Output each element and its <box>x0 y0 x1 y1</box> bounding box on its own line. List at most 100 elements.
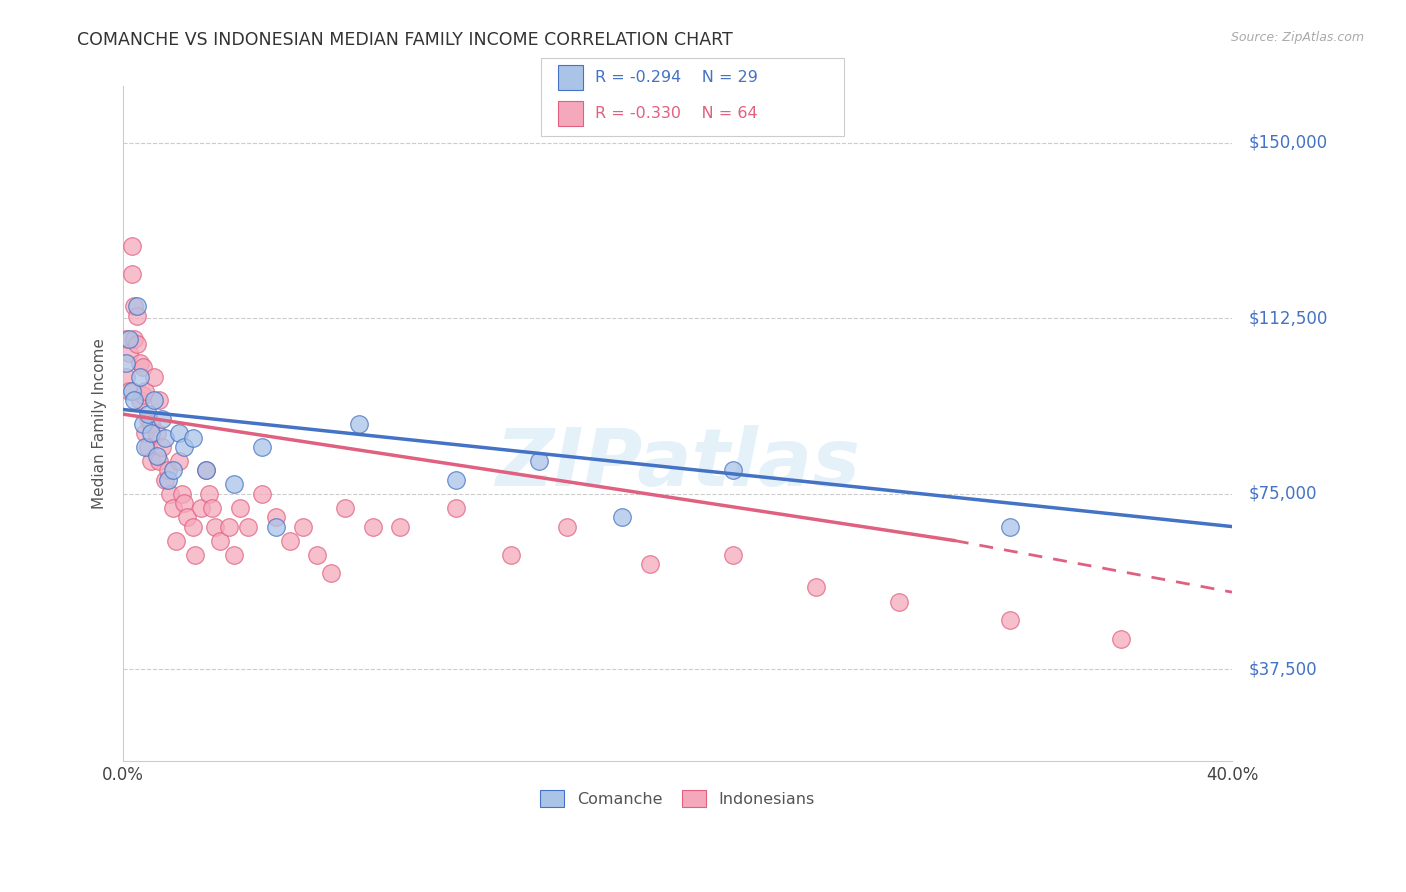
Point <box>167 454 190 468</box>
Point <box>721 548 744 562</box>
Point <box>173 496 195 510</box>
Point <box>162 500 184 515</box>
Point <box>361 519 384 533</box>
Point <box>131 360 153 375</box>
Point <box>501 548 523 562</box>
Point <box>121 384 143 398</box>
Point <box>139 454 162 468</box>
Point <box>115 356 138 370</box>
Point <box>127 300 149 314</box>
Text: R = -0.294    N = 29: R = -0.294 N = 29 <box>595 70 758 85</box>
Point <box>555 519 578 533</box>
Point <box>638 557 661 571</box>
Point <box>127 337 149 351</box>
Point <box>218 519 240 533</box>
Point <box>136 407 159 421</box>
Text: $150,000: $150,000 <box>1249 134 1327 152</box>
Point <box>173 440 195 454</box>
Point <box>156 473 179 487</box>
Point <box>721 463 744 477</box>
Point <box>156 463 179 477</box>
Point <box>190 500 212 515</box>
Point <box>124 393 146 408</box>
Point <box>444 473 467 487</box>
Point <box>115 332 138 346</box>
Point <box>131 417 153 431</box>
Point <box>136 440 159 454</box>
Y-axis label: Median Family Income: Median Family Income <box>93 338 107 509</box>
Point <box>142 369 165 384</box>
Point <box>1000 613 1022 627</box>
Point <box>184 548 207 562</box>
Point <box>264 519 287 533</box>
Point <box>250 440 273 454</box>
Point <box>121 267 143 281</box>
Point <box>121 238 143 252</box>
Point <box>142 393 165 408</box>
Text: Source: ZipAtlas.com: Source: ZipAtlas.com <box>1230 31 1364 45</box>
Point <box>181 431 204 445</box>
Point <box>129 369 152 384</box>
Point <box>124 332 146 346</box>
Point <box>124 300 146 314</box>
Point <box>224 548 246 562</box>
Point <box>209 533 232 548</box>
Point <box>195 463 218 477</box>
Point <box>153 473 176 487</box>
Point <box>118 346 141 360</box>
Point <box>204 519 226 533</box>
Point <box>250 487 273 501</box>
Point <box>307 548 329 562</box>
Legend: Comanche, Indonesians: Comanche, Indonesians <box>534 783 821 814</box>
Point <box>612 510 634 524</box>
Point <box>264 510 287 524</box>
Point <box>176 510 198 524</box>
Point <box>167 425 190 440</box>
Point <box>136 412 159 426</box>
Point <box>165 533 187 548</box>
Point <box>150 412 173 426</box>
Point <box>129 393 152 408</box>
Point <box>134 440 156 454</box>
Point <box>145 425 167 440</box>
Point <box>321 566 343 581</box>
Text: $112,500: $112,500 <box>1249 310 1329 327</box>
Point <box>228 500 250 515</box>
Point <box>153 431 176 445</box>
Point <box>333 500 356 515</box>
Point <box>389 519 412 533</box>
Point <box>236 519 259 533</box>
Point <box>806 581 828 595</box>
Point <box>159 487 181 501</box>
Point <box>115 369 138 384</box>
Point <box>127 309 149 323</box>
Point <box>278 533 301 548</box>
Point <box>129 356 152 370</box>
Point <box>170 487 193 501</box>
Point <box>145 450 167 464</box>
Point <box>1000 519 1022 533</box>
Point <box>148 393 170 408</box>
Text: ZIPatlas: ZIPatlas <box>495 425 860 503</box>
Point <box>198 487 221 501</box>
Point <box>118 384 141 398</box>
Point <box>162 463 184 477</box>
Point <box>148 454 170 468</box>
Point <box>889 594 911 608</box>
Point <box>181 519 204 533</box>
Point <box>224 477 246 491</box>
Point <box>139 417 162 431</box>
Point <box>292 519 315 533</box>
Point <box>527 454 550 468</box>
Text: $37,500: $37,500 <box>1249 660 1317 679</box>
Text: COMANCHE VS INDONESIAN MEDIAN FAMILY INCOME CORRELATION CHART: COMANCHE VS INDONESIAN MEDIAN FAMILY INC… <box>77 31 733 49</box>
Point <box>118 332 141 346</box>
Point <box>134 425 156 440</box>
Point <box>195 463 218 477</box>
Point <box>131 388 153 402</box>
Point <box>201 500 224 515</box>
Point <box>444 500 467 515</box>
Point <box>150 440 173 454</box>
Point <box>134 384 156 398</box>
Point <box>347 417 370 431</box>
